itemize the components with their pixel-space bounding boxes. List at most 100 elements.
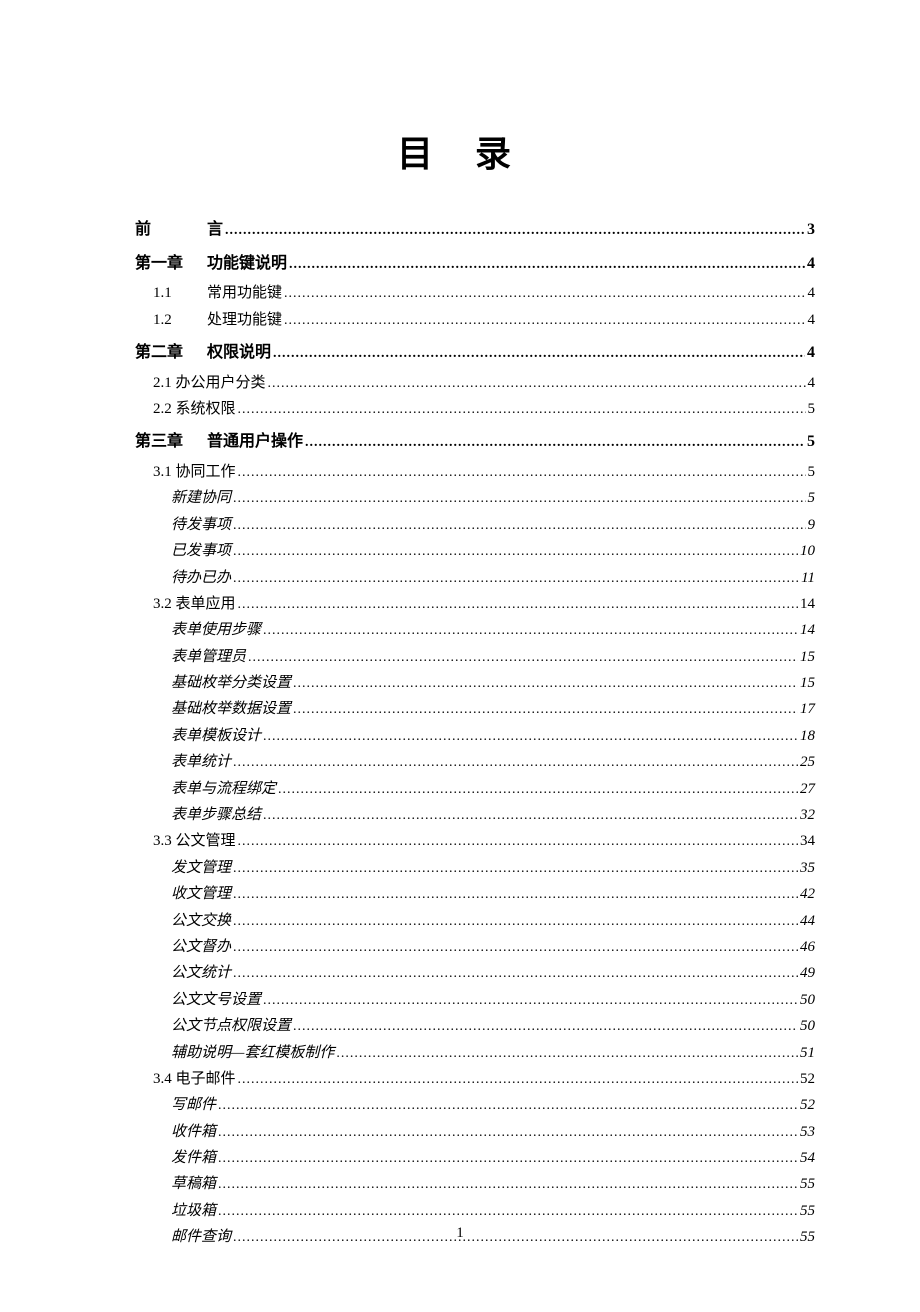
toc-entry-label: 公文文号设置 [171,988,261,1012]
toc-entry-page: 18 [800,724,815,748]
toc-leader-dots: ........................................… [238,1069,798,1091]
toc-entry-label: 基础枚举数据设置 [171,697,291,721]
toc-entry-page: 32 [800,803,815,827]
toc-entry-text: 言 [207,221,223,238]
toc-entry-text: 待办已办 [171,570,231,586]
toc-entry: 发文管理....................................… [135,856,815,880]
toc-entry-label: 垃圾箱 [171,1199,216,1223]
toc-entry-page: 4 [807,340,815,366]
toc-entry: 第一章功能键说明................................… [135,251,815,277]
toc-entry-page: 5 [808,486,816,510]
toc-entry-label: 公文节点权限设置 [171,1014,291,1038]
toc-entry: 3.2 表单应用................................… [135,592,815,616]
toc-entry-text: 常用功能键 [207,285,282,301]
toc-entry-label: 表单使用步骤 [171,618,261,642]
toc-entry: 公文交换....................................… [135,909,815,933]
toc-entry: 草稿箱.....................................… [135,1172,815,1196]
toc-entry-page: 5 [808,397,816,421]
toc-leader-dots: ........................................… [233,963,798,985]
toc-entry-page: 17 [800,697,815,721]
toc-entry-text: 权限说明 [207,344,271,361]
toc-leader-dots: ........................................… [284,310,805,332]
toc-entry: 辅助说明—套红模板制作.............................… [135,1041,815,1065]
toc-entry-text: 收文管理 [171,886,231,902]
toc-leader-dots: ........................................… [248,647,798,669]
toc-entry-label: 草稿箱 [171,1172,216,1196]
toc-entry-label: 收件箱 [171,1120,216,1144]
toc-leader-dots: ........................................… [268,373,806,395]
toc-leader-dots: ........................................… [238,594,798,616]
toc-entry-page: 15 [800,645,815,669]
toc-entry-label: 3.3 公文管理 [153,829,236,853]
toc-entry-text: 2.1 办公用户分类 [153,375,266,391]
toc-entry-page: 14 [800,618,815,642]
toc-entry-page: 35 [800,856,815,880]
toc-entry-page: 4 [808,281,816,305]
toc-entry: 第三章普通用户操作...............................… [135,429,815,455]
toc-leader-dots: ........................................… [278,779,798,801]
toc-entry-page: 9 [808,513,816,537]
toc-entry-prefix: 1.1 [153,281,207,305]
toc-entry-label: 2.2 系统权限 [153,397,236,421]
toc-leader-dots: ........................................… [336,1043,798,1065]
toc-entry-text: 辅助说明—套红模板制作 [171,1045,334,1061]
toc-entry: 基础枚举数据设置................................… [135,697,815,721]
toc-entry-page: 11 [801,566,815,590]
toc-leader-dots: ........................................… [233,541,798,563]
toc-entry-page: 50 [800,1014,815,1038]
toc-entry: 已发事项....................................… [135,539,815,563]
toc-entry-text: 3.2 表单应用 [153,596,236,612]
toc-entry-label: 公文统计 [171,961,231,985]
toc-entry-prefix: 第二章 [135,340,207,366]
document-title: 目录 [135,125,815,177]
toc-entry-label: 表单管理员 [171,645,246,669]
toc-entry: 2.1 办公用户分类..............................… [135,371,815,395]
toc-leader-dots: ........................................… [233,568,799,590]
toc-entry: 前言......................................… [135,217,815,243]
toc-entry-label: 3.1 协同工作 [153,460,236,484]
toc-entry-text: 表单步骤总结 [171,807,261,823]
toc-entry-prefix: 1.2 [153,308,207,332]
toc-leader-dots: ........................................… [273,343,805,365]
toc-entry-text: 写邮件 [171,1097,216,1113]
toc-entry-page: 50 [800,988,815,1012]
toc-entry: 表单统计....................................… [135,750,815,774]
toc-entry: 待发事项....................................… [135,513,815,537]
toc-leader-dots: ........................................… [233,911,798,933]
toc-entry-label: 第三章普通用户操作 [135,429,303,455]
toc-leader-dots: ........................................… [233,937,798,959]
toc-leader-dots: ........................................… [218,1174,798,1196]
toc-leader-dots: ........................................… [284,283,805,305]
toc-entry-page: 52 [800,1067,815,1091]
toc-entry-text: 表单模板设计 [171,728,261,744]
table-of-contents: 前言......................................… [135,217,815,1250]
toc-entry: 公文文号设置..................................… [135,988,815,1012]
toc-leader-dots: ........................................… [293,1016,798,1038]
toc-entry-page: 4 [808,308,816,332]
toc-entry-text: 基础枚举分类设置 [171,675,291,691]
toc-entry: 1.1常用功能键................................… [135,281,815,305]
toc-leader-dots: ........................................… [233,858,798,880]
toc-entry-page: 52 [800,1093,815,1117]
toc-entry-text: 待发事项 [171,517,231,533]
toc-leader-dots: ........................................… [218,1095,798,1117]
toc-entry-label: 基础枚举分类设置 [171,671,291,695]
toc-entry-page: 3 [807,217,815,243]
toc-entry-text: 公文交换 [171,913,231,929]
toc-leader-dots: ........................................… [293,699,798,721]
toc-leader-dots: ........................................… [263,990,798,1012]
toc-entry-page: 5 [808,460,816,484]
toc-entry-prefix: 第一章 [135,251,207,277]
toc-entry-label: 前言 [135,217,223,243]
toc-entry: 3.3 公文管理................................… [135,829,815,853]
toc-entry-text: 公文节点权限设置 [171,1018,291,1034]
toc-entry: 3.4 电子邮件................................… [135,1067,815,1091]
toc-entry-page: 10 [800,539,815,563]
toc-entry: 垃圾箱.....................................… [135,1199,815,1223]
toc-entry-label: 收文管理 [171,882,231,906]
toc-entry: 待办已办....................................… [135,566,815,590]
toc-entry-page: 54 [800,1146,815,1170]
toc-entry: 收件箱.....................................… [135,1120,815,1144]
toc-leader-dots: ........................................… [233,515,805,537]
toc-entry-label: 发件箱 [171,1146,216,1170]
